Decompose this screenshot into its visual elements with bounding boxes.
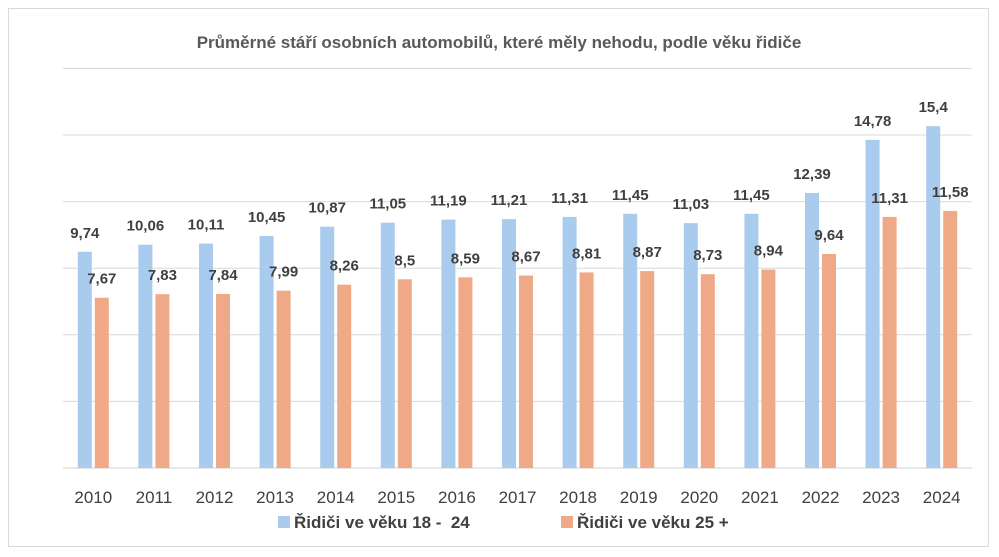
legend-swatch-series-2 <box>561 516 573 528</box>
bar-series-1-2010 <box>77 251 92 468</box>
bar-series-2-2010 <box>94 297 109 468</box>
bar-series-1-2016 <box>441 219 456 468</box>
bar-series-1-2023 <box>865 139 880 468</box>
x-tick-label: 2010 <box>74 488 112 507</box>
data-label-series-2-2013: 7,99 <box>269 264 298 281</box>
data-label-series-2-2022: 9,64 <box>814 227 844 244</box>
data-labels: 9,74 7,67 10,06 7,83 10,11 7,84 10,45 7,99 10,87… <box>70 99 968 288</box>
bars <box>77 126 958 469</box>
bar-series-1-2022 <box>805 192 819 468</box>
bar-series-2-2019 <box>640 271 655 468</box>
data-label-series-1-2024: 15,4 <box>919 99 949 116</box>
legend: Řidiči ve věku 18 - 24 Řidiči ve věku 25… <box>278 513 729 532</box>
data-label-series-1-2019: 11,45 <box>612 187 649 204</box>
bar-series-2-2014 <box>337 284 352 468</box>
x-tick-label: 2013 <box>256 488 294 507</box>
bar-series-1-2012 <box>199 243 213 468</box>
data-label-series-2-2015: 8,5 <box>394 252 415 269</box>
gridlines <box>63 67 972 469</box>
data-label-series-2-2019: 8,87 <box>633 244 662 261</box>
bar-series-1-2018 <box>562 216 577 468</box>
data-label-series-2-2010: 7,67 <box>87 271 116 288</box>
bar-series-1-2020 <box>683 223 698 468</box>
data-label-series-1-2022: 12,39 <box>793 166 831 183</box>
data-label-series-1-2018: 11,31 <box>551 190 588 207</box>
data-label-series-1-2017: 11,21 <box>491 192 528 209</box>
data-label-series-1-2021: 11,45 <box>733 187 770 204</box>
data-label-series-1-2016: 11,19 <box>430 193 467 210</box>
bar-series-2-2022 <box>822 253 836 468</box>
x-tick-label: 2016 <box>438 488 476 507</box>
x-tick-label: 2020 <box>680 488 718 507</box>
data-label-series-2-2012: 7,84 <box>208 267 238 284</box>
data-label-series-2-2023: 11,31 <box>871 190 908 207</box>
chart-title: Průměrné stáří osobních automobilů, kter… <box>197 33 802 52</box>
x-tick-label: 2017 <box>499 488 537 507</box>
data-label-series-1-2011: 10,06 <box>127 218 165 235</box>
data-label-series-1-2010: 9,74 <box>70 225 100 242</box>
data-label-series-1-2023: 14,78 <box>854 113 892 130</box>
bar-series-1-2019 <box>623 213 638 468</box>
bar-series-2-2013 <box>276 290 291 468</box>
x-tick-label: 2014 <box>317 488 355 507</box>
data-label-series-2-2014: 8,26 <box>330 258 359 275</box>
x-tick-label: 2018 <box>559 488 597 507</box>
data-label-series-2-2024: 11,58 <box>932 184 969 201</box>
data-label-series-2-2018: 8,81 <box>572 245 601 262</box>
legend-label-series-1: Řidiči ve věku 18 - 24 <box>294 513 470 532</box>
bar-series-1-2014 <box>320 226 335 468</box>
bar-series-2-2018 <box>579 272 594 468</box>
data-label-series-2-2016: 8,59 <box>451 250 480 267</box>
bar-series-1-2015 <box>380 222 395 468</box>
bar-series-2-2021 <box>761 269 776 468</box>
x-tick-label: 2021 <box>741 488 779 507</box>
data-label-series-2-2011: 7,83 <box>148 267 177 284</box>
bar-series-2-2024 <box>943 210 958 468</box>
legend-swatch-series-1 <box>278 516 290 528</box>
x-axis-ticks: 2010 2011 2012 2013 2014 2015 2016 2017 2018 2019… <box>74 488 960 507</box>
bar-series-2-2012 <box>216 293 230 468</box>
data-label-series-2-2021: 8,94 <box>754 243 784 260</box>
bar-series-2-2011 <box>155 294 170 468</box>
bar-series-1-2021 <box>744 213 759 468</box>
bar-series-2-2016 <box>458 277 473 468</box>
x-tick-label: 2012 <box>196 488 234 507</box>
data-label-series-1-2014: 10,87 <box>308 200 346 217</box>
x-tick-label: 2015 <box>377 488 415 507</box>
bar-series-1-2017 <box>502 219 516 468</box>
x-tick-label: 2023 <box>862 488 900 507</box>
data-label-series-1-2015: 11,05 <box>369 196 406 213</box>
data-label-series-2-2017: 8,67 <box>511 249 540 266</box>
x-tick-label: 2011 <box>136 488 173 507</box>
data-label-series-1-2020: 11,03 <box>672 196 709 213</box>
data-label-series-1-2012: 10,11 <box>188 217 225 234</box>
bar-series-2-2017 <box>519 275 533 468</box>
legend-label-series-2: Řidiči ve věku 25 + <box>577 513 729 532</box>
x-tick-label: 2019 <box>620 488 658 507</box>
bar-series-2-2023 <box>882 216 897 468</box>
data-label-series-1-2013: 10,45 <box>248 209 286 226</box>
x-tick-label: 2022 <box>802 488 840 507</box>
bar-series-2-2020 <box>700 274 715 468</box>
x-tick-label: 2024 <box>923 488 961 507</box>
bar-series-1-2024 <box>926 126 941 469</box>
bar-series-1-2011 <box>138 244 153 468</box>
bar-series-2-2015 <box>397 279 412 468</box>
data-label-series-2-2020: 8,73 <box>693 247 722 264</box>
bar-series-1-2013 <box>259 236 274 468</box>
